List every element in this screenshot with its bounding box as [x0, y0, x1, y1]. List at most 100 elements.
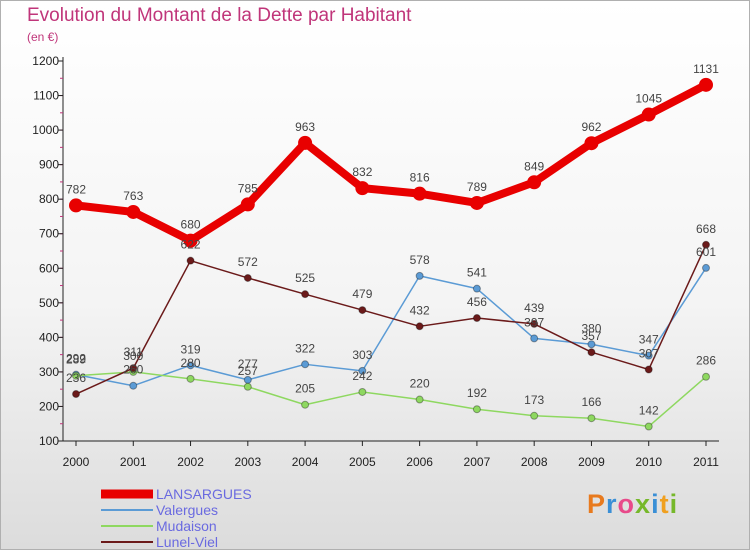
- data-point: [298, 135, 313, 150]
- data-point: [415, 395, 424, 404]
- data-point: [301, 400, 310, 409]
- data-label: 439: [524, 301, 544, 315]
- data-label: 192: [467, 386, 487, 400]
- data-label: 849: [524, 159, 544, 173]
- data-label: 572: [238, 255, 258, 269]
- data-label: 257: [238, 364, 258, 378]
- x-tick-label: 2000: [63, 455, 90, 469]
- y-tick-label: 1000: [32, 123, 59, 137]
- data-label: 280: [181, 356, 201, 370]
- data-label: 525: [295, 271, 315, 285]
- legend-label: Lunel-Viel: [156, 534, 218, 549]
- data-point: [358, 387, 367, 396]
- data-label: 307: [639, 346, 659, 360]
- data-point: [72, 390, 80, 399]
- y-tick-label: 300: [39, 365, 59, 379]
- data-point: [69, 198, 83, 213]
- data-label: 479: [352, 287, 372, 301]
- data-point: [186, 361, 195, 370]
- y-tick-label: 200: [39, 399, 59, 413]
- data-label: 300: [123, 349, 143, 363]
- x-tick-label: 2001: [120, 455, 147, 469]
- data-label: 962: [581, 120, 601, 134]
- series-lines: [69, 77, 713, 431]
- data-label: 236: [66, 371, 86, 385]
- y-tick-label: 800: [39, 192, 59, 206]
- data-point: [129, 381, 138, 390]
- axes: 100 200 300 400 500 600 700 800 900 1000 1100 1200 2…: [32, 54, 719, 469]
- x-tick-label: 2005: [349, 455, 376, 469]
- data-label: 220: [410, 377, 430, 391]
- data-label: 668: [696, 222, 716, 236]
- x-tick-label: 2007: [464, 455, 491, 469]
- data-label: 347: [639, 333, 659, 347]
- x-tick-label: 2006: [406, 455, 433, 469]
- data-point: [702, 372, 710, 381]
- data-label: 432: [410, 303, 430, 317]
- data-label: 289: [66, 353, 86, 367]
- data-point: [415, 271, 424, 280]
- x-tick-label: 2010: [635, 455, 662, 469]
- data-point: [415, 322, 424, 331]
- legend-label: Valergues: [156, 502, 218, 518]
- data-label: 789: [467, 180, 487, 194]
- data-point: [183, 233, 198, 248]
- y-tick-label: 1200: [32, 54, 59, 68]
- series-line-lunel-viel: [75, 244, 707, 395]
- data-label: 1045: [635, 92, 662, 106]
- data-label: 622: [181, 238, 201, 252]
- data-label: 142: [639, 403, 659, 417]
- data-point: [72, 371, 80, 380]
- data-label: 1131: [693, 62, 719, 76]
- proxiti-logo: Proxiti: [587, 489, 679, 519]
- data-label: 816: [410, 171, 430, 185]
- data-point: [129, 364, 138, 373]
- x-tick-label: 2008: [521, 455, 548, 469]
- data-point: [412, 186, 427, 201]
- chart-subtitle: (en €): [27, 30, 59, 44]
- data-label: 319: [181, 342, 201, 356]
- data-point: [702, 240, 710, 249]
- data-label: 541: [467, 266, 487, 280]
- data-point: [243, 382, 252, 391]
- series-line-mudaison: [75, 371, 707, 428]
- data-point: [530, 319, 539, 328]
- legend-label: Mudaison: [156, 518, 217, 534]
- data-point: [644, 422, 653, 431]
- series-line-valergues: [75, 267, 707, 387]
- data-point: [240, 197, 255, 212]
- data-label: 397: [524, 315, 544, 329]
- data-label: 303: [352, 348, 372, 362]
- data-label: 963: [295, 120, 315, 134]
- data-point: [644, 365, 653, 374]
- data-label: 578: [410, 253, 430, 267]
- y-tick-label: 100: [39, 434, 59, 448]
- data-point: [530, 334, 539, 343]
- legend-label: LANSARGUES: [156, 486, 252, 502]
- y-tick-label: 600: [39, 261, 59, 275]
- data-point: [469, 195, 484, 210]
- y-tick-label: 900: [39, 158, 59, 172]
- chart-title: Evolution du Montant de la Dette par Hab…: [27, 5, 412, 26]
- data-point: [641, 107, 656, 122]
- data-point: [584, 136, 599, 151]
- data-point: [472, 405, 481, 414]
- data-label: 205: [295, 382, 315, 396]
- data-label: 832: [352, 165, 372, 179]
- data-labels: 782 763 680 785 963 832 816 789 849 962 1045 1131 29…: [66, 62, 719, 418]
- data-point: [472, 314, 481, 323]
- x-tick-label: 2009: [578, 455, 605, 469]
- data-point: [587, 414, 596, 423]
- data-point: [644, 351, 653, 360]
- y-tick-label: 400: [39, 330, 59, 344]
- data-label: 380: [581, 321, 601, 335]
- data-point: [186, 374, 195, 383]
- data-point: [527, 175, 542, 190]
- data-label: 166: [581, 395, 601, 409]
- data-point: [355, 181, 370, 196]
- x-tick-label: 2003: [234, 455, 261, 469]
- y-tick-label: 1100: [33, 89, 59, 103]
